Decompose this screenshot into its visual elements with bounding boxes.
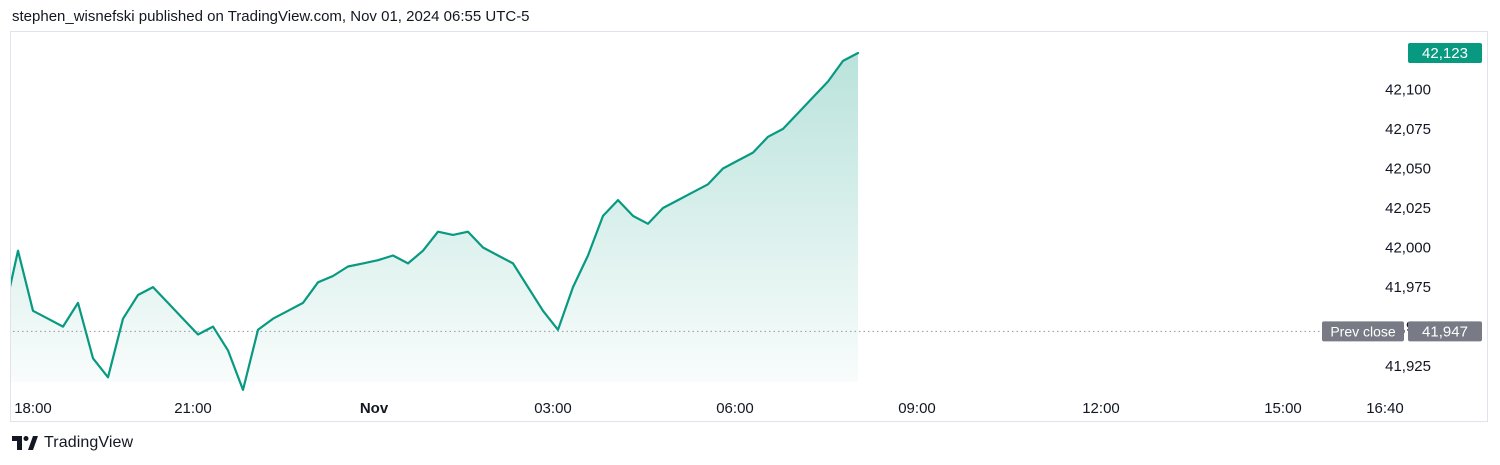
price-point — [331, 274, 335, 278]
price-point — [781, 127, 785, 131]
price-point — [646, 222, 650, 226]
tradingview-brand-text: TradingView — [44, 434, 134, 451]
price-point — [91, 356, 95, 360]
price-point — [691, 190, 695, 194]
price-point — [736, 159, 740, 163]
price-point — [301, 301, 305, 305]
price-point — [496, 254, 500, 258]
price-chart[interactable]: 41,92541,95041,97542,00042,02542,05042,0… — [0, 32, 1487, 421]
price-point — [841, 59, 845, 63]
price-point — [31, 309, 35, 313]
price-line[interactable] — [0, 51, 860, 391]
price-point — [751, 151, 755, 155]
price-point — [631, 214, 635, 218]
y-tick-label: 41,975 — [1385, 279, 1431, 296]
price-point — [181, 317, 185, 321]
price-point — [16, 249, 20, 253]
price-point — [361, 261, 365, 265]
price-point — [601, 214, 605, 218]
price-point — [136, 293, 140, 297]
price-point — [196, 333, 200, 337]
price-point — [61, 325, 65, 329]
prev-close-value: 41,947 — [1422, 323, 1468, 340]
price-point — [286, 309, 290, 313]
price-point — [106, 375, 110, 379]
price-point — [166, 301, 170, 305]
price-point — [151, 285, 155, 289]
price-point — [271, 317, 275, 321]
price-point — [706, 182, 710, 186]
price-point — [661, 206, 665, 210]
prev-close-text: Prev close — [1330, 323, 1396, 339]
x-tick-label: 21:00 — [174, 400, 212, 417]
footer-brand: TradingView — [12, 434, 133, 452]
y-tick-label: 42,075 — [1385, 121, 1431, 138]
price-point — [466, 230, 470, 234]
last-price-label: 42,123 — [1422, 45, 1468, 62]
y-tick-label: 42,025 — [1385, 200, 1431, 217]
chart-panel[interactable]: 41,92541,95041,97542,00042,02542,05042,0… — [0, 31, 1488, 422]
price-point — [211, 325, 215, 329]
price-point — [406, 261, 410, 265]
y-tick-label: 42,050 — [1385, 160, 1431, 177]
price-point — [241, 388, 245, 392]
price-point — [586, 254, 590, 258]
x-tick-label: 03:00 — [534, 400, 572, 417]
price-point — [616, 198, 620, 202]
price-point — [721, 167, 725, 171]
price-point — [436, 230, 440, 234]
y-tick-label: 42,100 — [1385, 81, 1431, 98]
price-point — [811, 95, 815, 99]
x-tick-label: 16:40 — [1366, 400, 1404, 417]
price-point — [541, 309, 545, 313]
x-tick-label: Nov — [360, 400, 389, 417]
x-tick-label: 09:00 — [898, 400, 936, 417]
prev-close-tag — [1322, 321, 1404, 342]
tradingview-logo-icon — [12, 436, 38, 450]
price-point — [376, 258, 380, 262]
prev-close-badge — [1408, 321, 1482, 342]
x-tick-label: 12:00 — [1082, 400, 1120, 417]
last-price-badge — [1408, 42, 1482, 63]
price-point — [511, 261, 515, 265]
price-point — [391, 254, 395, 258]
price-point — [766, 135, 770, 139]
x-tick-label: 15:00 — [1264, 400, 1302, 417]
price-area-fill — [0, 53, 858, 390]
price-point — [76, 301, 80, 305]
price-point — [481, 246, 485, 250]
price-point — [856, 51, 860, 55]
publish-info: stephen_wisnefski published on TradingVi… — [12, 8, 530, 25]
price-point — [256, 328, 260, 332]
x-tick-label: 06:00 — [716, 400, 754, 417]
price-point — [421, 249, 425, 253]
y-tick-label: 42,000 — [1385, 240, 1431, 257]
price-point — [316, 280, 320, 284]
price-point — [556, 328, 560, 332]
price-point — [796, 111, 800, 115]
price-point — [451, 233, 455, 237]
y-tick-label: 41,925 — [1385, 358, 1431, 375]
x-tick-label: 18:00 — [14, 400, 52, 417]
price-point — [121, 317, 125, 321]
price-point — [526, 285, 530, 289]
price-point — [226, 348, 230, 352]
price-point — [571, 285, 575, 289]
price-point — [676, 198, 680, 202]
price-point — [46, 317, 50, 321]
price-point — [826, 80, 830, 84]
price-point — [346, 265, 350, 269]
